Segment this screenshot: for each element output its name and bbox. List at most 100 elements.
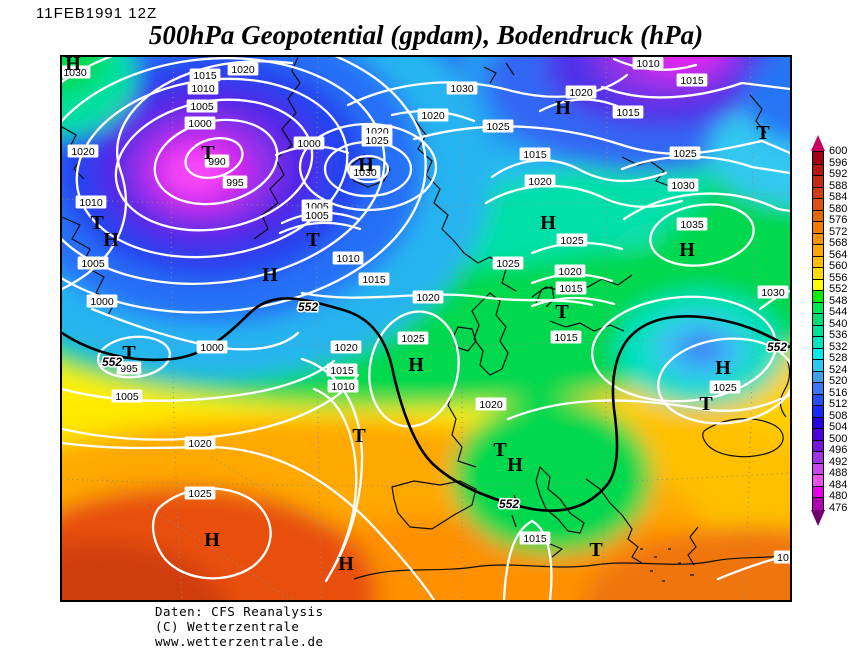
isobar-label: 1020	[416, 292, 440, 304]
pressure-center-marker: T	[493, 439, 507, 461]
header-datetime: 11FEB1991 12Z	[36, 5, 158, 22]
isobar-label: 1010	[79, 197, 103, 209]
pressure-center-marker: H	[338, 553, 354, 575]
attribution-data-source: Daten: CFS Reanalysis	[155, 604, 324, 619]
colorbar-tick-label: 520	[829, 375, 848, 388]
colorbar-tick-label: 564	[829, 248, 848, 261]
isobar-label: 1025	[365, 135, 389, 147]
colorbar-tick-label: 484	[829, 478, 848, 491]
colorbar-tick-label: 572	[829, 225, 848, 238]
isobar-label-box	[187, 81, 219, 95]
weather-map: 1030 1015 1020 1010 1005 1000 1000 1020 990 995 10…	[60, 55, 792, 602]
isobar-label-box	[330, 340, 362, 354]
isobar-label: 1025	[401, 333, 425, 345]
isobar-label: 1020	[479, 399, 503, 411]
colorbar-bottom-arrow	[811, 510, 825, 526]
isobar-label-box	[519, 147, 551, 161]
isobar-label-box	[676, 73, 708, 87]
isobar-label: 1000	[90, 296, 114, 308]
colorbar-band	[813, 278, 823, 292]
colorbar-tick-label: 540	[829, 317, 848, 330]
isobar-label: 1015	[330, 365, 354, 377]
attribution-copyright: (C) Wetterzentrale	[155, 619, 300, 634]
isobar-label: 1005	[190, 101, 214, 113]
isobar-label: 1005	[305, 210, 329, 222]
isobar-label: 1010	[191, 83, 215, 95]
isobar-label-box	[349, 165, 381, 179]
isobar-label-box	[301, 208, 333, 222]
geopotential-line-label: 552	[499, 497, 519, 511]
isobar-label: 1030	[63, 67, 87, 79]
isobar-label-box	[669, 146, 701, 160]
colorbar-tick-label: 512	[829, 398, 848, 411]
isobar-label: 1030	[353, 167, 377, 179]
isobar-label: 1025	[188, 488, 212, 500]
isobar-label-box	[116, 361, 142, 375]
colorbar-band	[813, 313, 823, 326]
colorbar-tick-label: 476	[829, 502, 848, 514]
isobar-label: 1000	[297, 138, 321, 150]
pressure-center-marker: T	[589, 539, 603, 561]
isobar-label-box	[524, 174, 556, 188]
isobar-label: 1030	[761, 287, 785, 299]
isobar-label-box	[492, 256, 524, 270]
isobar-label: 1020	[558, 266, 582, 278]
pressure-center-marker: T	[122, 342, 136, 364]
colorbar-top-arrow	[811, 135, 825, 151]
colorbar-tick-label: 488	[829, 467, 848, 480]
isobar-label: 1015	[193, 70, 217, 82]
isobar-label: 1020	[334, 342, 358, 354]
colorbar-band	[813, 324, 823, 338]
colorbar-tick-label: 596	[829, 156, 848, 169]
attribution: Daten: CFS Reanalysis (C) Wetterzentrale…	[155, 604, 324, 649]
geopotential-552-line	[62, 297, 790, 513]
isobar-label-box	[554, 264, 586, 278]
isobar-label-box	[412, 290, 444, 304]
isobar-label: 1020	[528, 176, 552, 188]
pressure-center-marker: H	[715, 357, 731, 379]
isobar-label: 1025	[713, 382, 737, 394]
colorbar-band	[813, 186, 823, 200]
isobar-label-box	[222, 175, 248, 189]
pressure-center-marker: H	[204, 529, 220, 551]
pressure-center-marker: H	[555, 97, 571, 119]
isobar-label: 1030	[671, 180, 695, 192]
pressure-center-marker: T	[90, 212, 104, 234]
colorbar-tick-label: 576	[829, 214, 848, 227]
geopotential-line-label: 552	[767, 340, 787, 354]
colorbar-band	[813, 382, 823, 395]
colorbar-band	[813, 474, 823, 487]
isobar-label-box	[62, 65, 91, 79]
colorbar-tick-label: 492	[829, 455, 848, 468]
colorbar-band	[813, 497, 823, 510]
isobar-label: 1025	[560, 235, 584, 247]
colorbar-band	[813, 290, 823, 303]
colorbar-tick-label: 532	[829, 340, 848, 353]
colorbar-band	[813, 336, 823, 349]
isobar-label-box	[358, 272, 390, 286]
colorbar-tick-label: 508	[829, 409, 848, 422]
colorbar-band	[813, 393, 823, 407]
isobar-label-box	[556, 233, 588, 247]
isobar-label-box	[475, 397, 507, 411]
isobar-label-box	[676, 217, 708, 231]
isobar-label-box	[327, 379, 359, 393]
colorbar-band	[813, 163, 823, 177]
pressure-center-marker: T	[756, 122, 770, 144]
colorbar-band	[813, 416, 823, 430]
isobar-label-box	[417, 108, 449, 122]
colorbar-band	[813, 267, 823, 280]
pressure-center-marker: T	[352, 425, 366, 447]
geopotential-line-label: 552	[102, 355, 122, 369]
isobar-label-box	[667, 178, 699, 192]
isobar-label-box	[612, 105, 644, 119]
isobar-label-box	[186, 99, 218, 113]
isobar-label: 1035	[680, 219, 704, 231]
colorbar-tick-label: 556	[829, 271, 848, 284]
isobar-label: 1020	[188, 438, 212, 450]
colorbar-tick-label: 588	[829, 179, 848, 192]
isobar-label: 1025	[486, 121, 510, 133]
isobar-label: 1015	[362, 274, 386, 286]
colorbar-tick-label: 516	[829, 386, 848, 399]
pressure-center-marker: T	[306, 229, 320, 251]
